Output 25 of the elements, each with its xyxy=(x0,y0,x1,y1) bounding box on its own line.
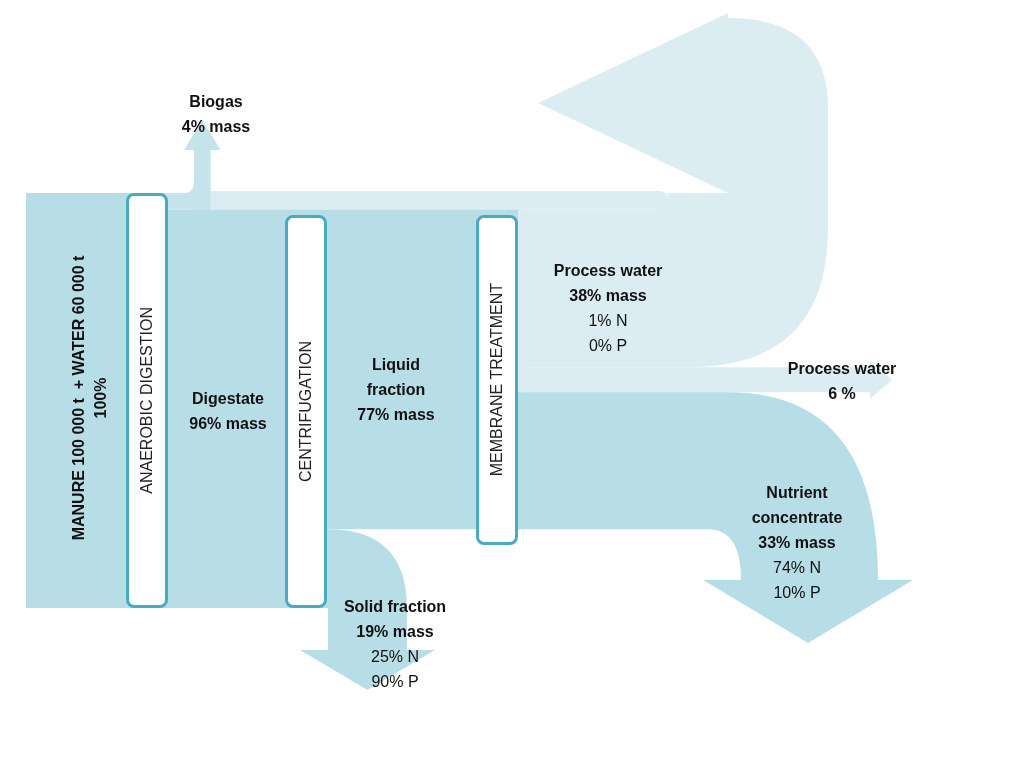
category-label: Biogas xyxy=(189,93,243,111)
category-label: Process water xyxy=(787,360,897,378)
data-label: 96% mass xyxy=(189,415,267,433)
data-label: 100% xyxy=(92,377,110,419)
category-label: Process water xyxy=(553,262,663,280)
process-box: CENTRIFUGATION xyxy=(285,215,327,608)
category-label: Liquid fraction xyxy=(366,356,426,399)
process-box: MEMBRANE TREATMENT xyxy=(476,215,518,545)
data-label: 38% mass xyxy=(569,287,647,305)
text: 74% N xyxy=(772,559,822,577)
category-label: Nutrient concentrate xyxy=(751,484,843,527)
data-label: 33% mass xyxy=(758,534,836,552)
text: 90% P xyxy=(371,673,419,691)
category-label: MANURE 100 000 t + WATER 60 000 t xyxy=(70,254,88,541)
text: 1% N xyxy=(588,312,628,330)
category-label: Digestate xyxy=(191,390,265,408)
text: 25% N xyxy=(370,648,420,666)
data-label: 6 % xyxy=(828,385,856,403)
category-label: Solid fraction xyxy=(343,598,447,616)
process-box: ANAEROBIC DIGESTION xyxy=(126,193,168,608)
text: 10% P xyxy=(773,584,821,602)
text: 0% P xyxy=(588,337,628,355)
data-label: 4% mass xyxy=(181,118,251,136)
data-label: 77% mass xyxy=(357,406,435,424)
data-label: 19% mass xyxy=(356,623,434,641)
